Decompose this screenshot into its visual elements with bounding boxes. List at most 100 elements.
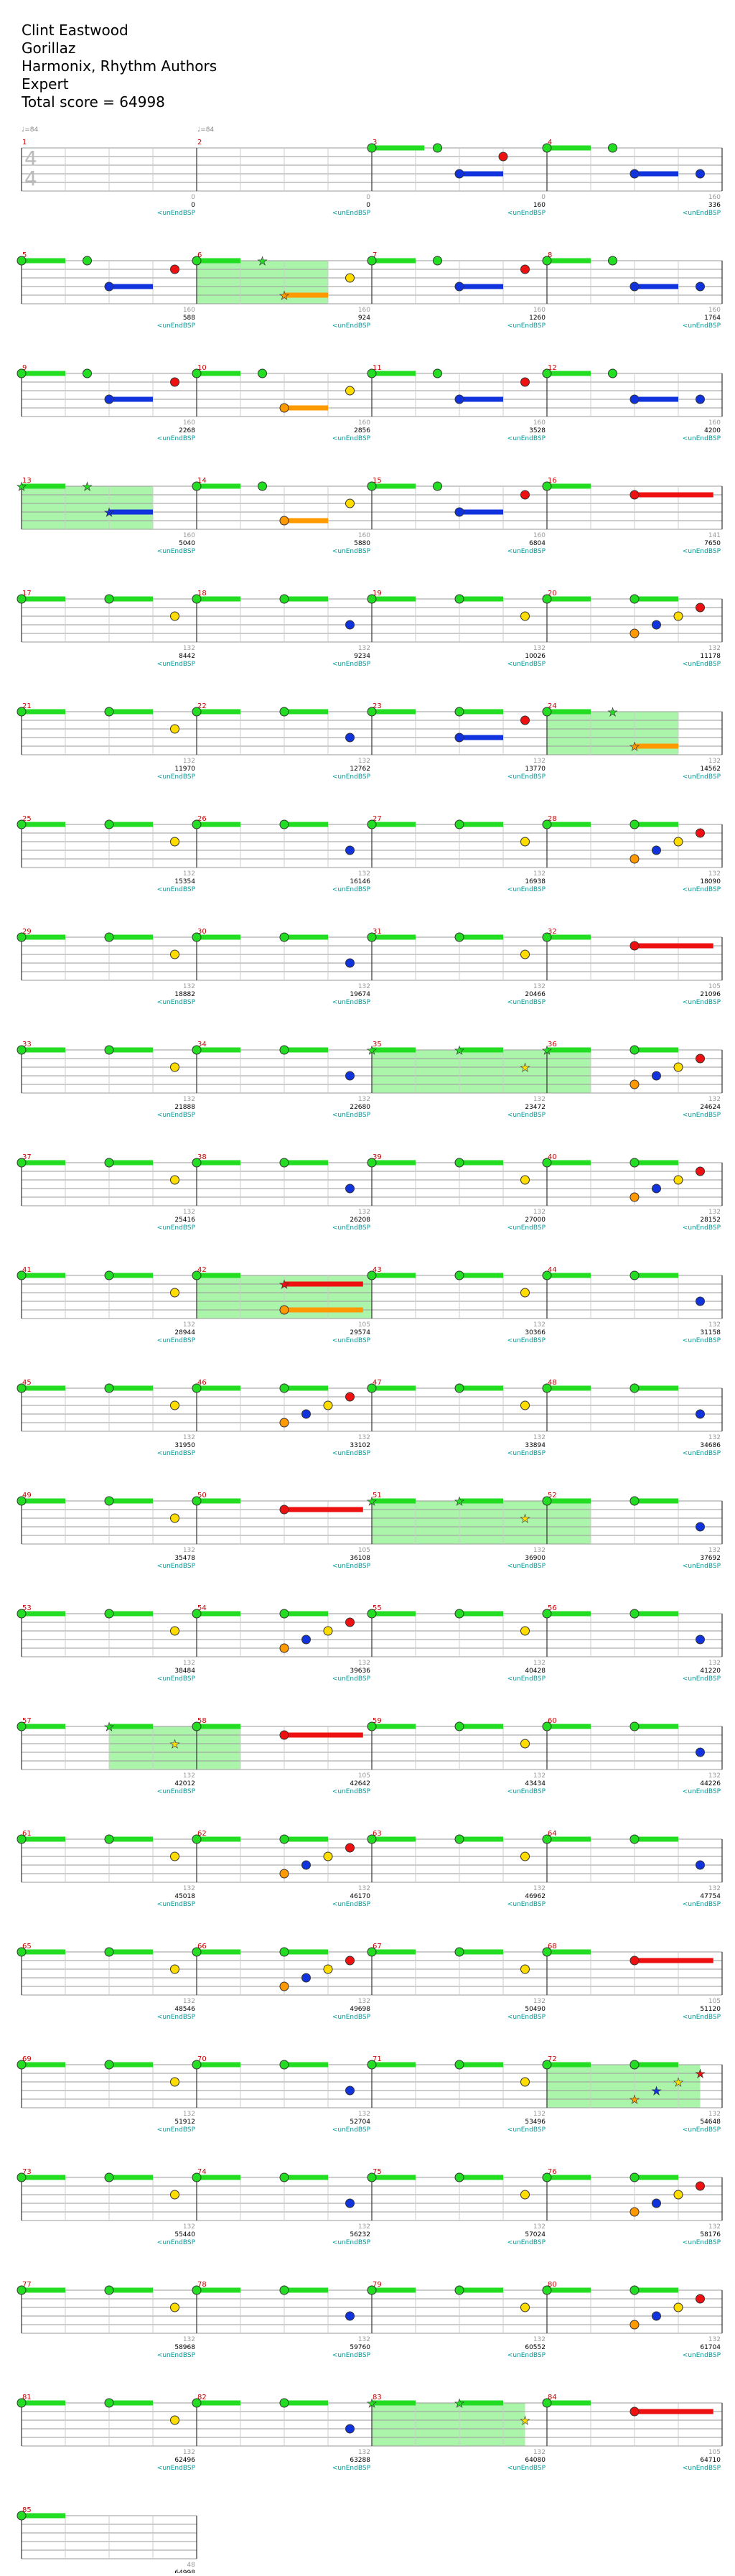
green-sustain: [22, 1273, 65, 1278]
measure-multiplier: 132: [533, 2449, 546, 2456]
red-sustain: [635, 492, 713, 498]
measure-tag: <unEndBSP: [332, 2014, 371, 2021]
green-note: [192, 1609, 202, 1619]
green-sustain: [22, 2287, 65, 2293]
green-sustain: [284, 934, 328, 940]
green-sustain: [547, 1047, 591, 1053]
yellow-note: [170, 837, 179, 847]
staff-row: 6513248546<unEndBSP6613249698<unEndBSP67…: [17, 1943, 723, 2021]
blue-note: [696, 1747, 705, 1757]
green-note: [192, 1045, 202, 1055]
measure-tag: <unEndBSP: [683, 661, 721, 668]
green-note: [17, 1045, 27, 1055]
green-sustain: [109, 1160, 153, 1166]
green-sustain: [197, 709, 240, 715]
green-note: [542, 594, 552, 604]
measure-tag: <unEndBSP: [507, 1337, 546, 1344]
measure-tag: <unEndBSP: [683, 1450, 721, 1457]
green-sustain: [547, 822, 591, 827]
measure-tag: <unEndBSP: [507, 1563, 546, 1570]
green-note: [104, 707, 114, 717]
measure-number: 29: [22, 928, 32, 936]
measure-tag: <unEndBSP: [507, 886, 546, 893]
measure-tag: <unEndBSP: [683, 548, 721, 555]
green-sustain: [459, 1836, 503, 1842]
measure-multiplier: 105: [708, 2449, 721, 2456]
green-sustain: [459, 2400, 503, 2406]
measure-tag: <unEndBSP: [157, 2465, 196, 2472]
green-sustain: [197, 1949, 240, 1955]
measure-tag: <unEndBSP: [332, 2239, 371, 2246]
yellow-note: [170, 1964, 179, 1974]
measure-score: 18882: [174, 991, 195, 998]
measure-number: 57: [22, 1717, 32, 1725]
measure-score: 41220: [700, 1668, 721, 1675]
measure-multiplier: 132: [358, 870, 370, 878]
green-sustain: [635, 822, 678, 827]
staff-row: 91602268<unEndBSP101602856<unEndBSP11160…: [17, 364, 723, 442]
measure-score: 34686: [700, 1442, 721, 1449]
green-sustain: [635, 1385, 678, 1391]
green-sustain: [197, 2062, 240, 2068]
measure-number: 2: [197, 139, 202, 147]
star-note: ★: [367, 2396, 377, 2410]
green-sustain: [547, 2062, 591, 2068]
measure-number: 64: [548, 1830, 557, 1838]
green-note: [192, 2398, 202, 2408]
measure-score: 28152: [700, 1217, 721, 1224]
measure-score: 51912: [174, 2119, 195, 2126]
orange-note: [629, 2207, 640, 2217]
measure-multiplier: 132: [533, 1885, 546, 1892]
green-sustain: [635, 1047, 678, 1053]
green-sustain: [109, 1385, 153, 1391]
green-sustain: [197, 1498, 240, 1504]
green-sustain: [459, 1273, 503, 1278]
green-sustain: [547, 1836, 591, 1842]
green-note: [192, 481, 202, 491]
measure-score: 64710: [700, 2457, 721, 2464]
tempo-markers: ♩=84 ♩=84: [0, 126, 735, 141]
measure-score: 30366: [525, 1329, 546, 1336]
green-note: [629, 1609, 640, 1619]
measure-number: 21: [22, 702, 32, 710]
green-note: [192, 1158, 202, 1168]
blue-note: [652, 2311, 661, 2321]
star-power-section: [372, 2403, 525, 2446]
red-note: [696, 2294, 705, 2304]
measure-score: 50490: [525, 2006, 546, 2013]
green-sustain: [459, 1160, 503, 1166]
measure-score: 46170: [350, 1893, 370, 1900]
green-sustain: [459, 709, 503, 715]
green-sustain: [22, 822, 65, 827]
green-note: [279, 1834, 289, 1844]
green-sustain: [109, 1611, 153, 1617]
measure-multiplier: 132: [533, 2223, 546, 2231]
green-sustain: [197, 1611, 240, 1617]
measure-multiplier: 132: [533, 1209, 546, 1216]
green-sustain: [635, 596, 678, 602]
green-sustain: [197, 1724, 240, 1729]
measure-score: 55440: [174, 2231, 195, 2238]
green-sustain: [22, 1836, 65, 1842]
measure-number: 76: [548, 2168, 557, 2176]
measure-multiplier: 132: [533, 645, 546, 652]
green-note: [17, 256, 27, 266]
green-note: [279, 2398, 289, 2408]
green-note: [367, 1158, 377, 1168]
measure-number: 78: [197, 2281, 207, 2289]
green-note: [629, 2060, 640, 2070]
yellow-note: [170, 611, 179, 621]
green-sustain: [459, 2175, 503, 2180]
measure-multiplier: 160: [533, 532, 546, 539]
measure-score: 336: [708, 202, 721, 209]
star-note: ★: [651, 2084, 661, 2098]
green-note: [629, 1270, 640, 1280]
star-note: ★: [607, 705, 617, 719]
yellow-note: [520, 1851, 530, 1861]
measure-number: 12: [548, 364, 557, 372]
measure-multiplier: 132: [358, 2111, 370, 2118]
star-note: ★: [279, 289, 289, 302]
green-note: [17, 2285, 27, 2295]
green-note: [17, 1721, 27, 1731]
green-note: [542, 1158, 552, 1168]
